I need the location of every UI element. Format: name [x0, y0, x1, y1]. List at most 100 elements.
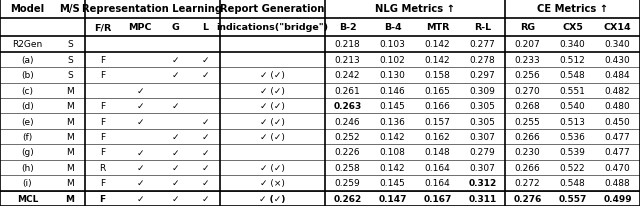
Text: 0.148: 0.148 [424, 148, 451, 157]
Text: F: F [100, 148, 105, 157]
Text: ✓: ✓ [201, 163, 209, 172]
Text: ✓ (✓): ✓ (✓) [260, 102, 285, 111]
Text: 0.470: 0.470 [605, 163, 630, 172]
Text: (c): (c) [22, 86, 33, 95]
Text: 0.233: 0.233 [515, 56, 540, 65]
Text: 0.311: 0.311 [468, 194, 497, 203]
Text: ✓: ✓ [136, 163, 144, 172]
Text: 0.242: 0.242 [335, 71, 360, 80]
Text: 0.513: 0.513 [559, 117, 586, 126]
Text: G: G [171, 23, 179, 32]
Text: F: F [100, 56, 105, 65]
Text: 0.512: 0.512 [559, 56, 586, 65]
Text: 0.450: 0.450 [605, 117, 630, 126]
Text: 0.305: 0.305 [470, 117, 495, 126]
Text: ✓: ✓ [136, 86, 144, 95]
Text: 0.157: 0.157 [424, 117, 451, 126]
Text: (i): (i) [22, 178, 32, 187]
Text: 0.164: 0.164 [424, 178, 451, 187]
Text: S: S [67, 56, 73, 65]
Text: M: M [66, 117, 74, 126]
Text: ✓: ✓ [172, 148, 179, 157]
Text: Model: Model [10, 4, 45, 14]
Text: ✓ (✓): ✓ (✓) [260, 163, 285, 172]
Text: 0.164: 0.164 [424, 163, 451, 172]
Text: ✓: ✓ [172, 56, 179, 65]
Text: 0.551: 0.551 [559, 86, 586, 95]
Text: 0.266: 0.266 [515, 163, 540, 172]
Text: 0.482: 0.482 [605, 86, 630, 95]
Text: 0.146: 0.146 [380, 86, 405, 95]
Text: 0.263: 0.263 [333, 102, 362, 111]
Text: 0.522: 0.522 [560, 163, 586, 172]
Text: (h): (h) [21, 163, 34, 172]
Text: ✓ (×): ✓ (×) [260, 178, 285, 187]
Text: 0.430: 0.430 [605, 56, 630, 65]
Text: M: M [66, 86, 74, 95]
Text: F/R: F/R [94, 23, 111, 32]
Text: F: F [100, 117, 105, 126]
Text: ✓: ✓ [172, 194, 179, 203]
Text: B-4: B-4 [384, 23, 401, 32]
Text: ✓: ✓ [201, 178, 209, 187]
Text: (d): (d) [21, 102, 34, 111]
Text: 0.142: 0.142 [380, 163, 405, 172]
Text: (b): (b) [21, 71, 34, 80]
Text: ✓: ✓ [172, 71, 179, 80]
Text: 0.230: 0.230 [515, 148, 540, 157]
Text: ✓ (✓): ✓ (✓) [260, 86, 285, 95]
Text: M: M [66, 178, 74, 187]
Text: 0.307: 0.307 [470, 163, 495, 172]
Text: ✓: ✓ [201, 148, 209, 157]
Text: (e): (e) [21, 117, 34, 126]
Text: 0.477: 0.477 [605, 148, 630, 157]
Text: 0.258: 0.258 [335, 163, 360, 172]
Text: 0.307: 0.307 [470, 132, 495, 141]
Text: F: F [100, 178, 105, 187]
Text: 0.539: 0.539 [559, 148, 586, 157]
Text: 0.312: 0.312 [468, 178, 497, 187]
Text: M/S: M/S [60, 4, 81, 14]
Text: 0.167: 0.167 [423, 194, 452, 203]
Text: 0.499: 0.499 [603, 194, 632, 203]
Text: ✓: ✓ [201, 117, 209, 126]
Text: 0.207: 0.207 [515, 40, 540, 49]
Text: (a): (a) [21, 56, 34, 65]
Text: ✓ (✓): ✓ (✓) [259, 194, 285, 203]
Text: 0.102: 0.102 [380, 56, 405, 65]
Text: CE Metrics ↑: CE Metrics ↑ [537, 4, 608, 14]
Text: 0.480: 0.480 [605, 102, 630, 111]
Text: 0.477: 0.477 [605, 132, 630, 141]
Text: 0.270: 0.270 [515, 86, 540, 95]
Text: 0.142: 0.142 [380, 132, 405, 141]
Text: M: M [66, 132, 74, 141]
Text: 0.259: 0.259 [335, 178, 360, 187]
Text: R2Gen: R2Gen [12, 40, 43, 49]
Text: S: S [67, 40, 73, 49]
Text: 0.305: 0.305 [470, 102, 495, 111]
Text: ✓: ✓ [136, 178, 144, 187]
Text: ✓: ✓ [201, 194, 209, 203]
Text: ✓ (✓): ✓ (✓) [260, 117, 285, 126]
Text: ✓ (✓): ✓ (✓) [260, 71, 285, 80]
Text: M: M [65, 194, 74, 203]
Text: 0.297: 0.297 [470, 71, 495, 80]
Text: 0.162: 0.162 [424, 132, 451, 141]
Text: M: M [66, 102, 74, 111]
Text: 0.548: 0.548 [559, 178, 586, 187]
Text: 0.108: 0.108 [380, 148, 405, 157]
Text: NLG Metrics ↑: NLG Metrics ↑ [375, 4, 455, 14]
Text: 0.268: 0.268 [515, 102, 540, 111]
Text: ✓: ✓ [201, 56, 209, 65]
Text: 0.136: 0.136 [380, 117, 405, 126]
Text: 0.158: 0.158 [424, 71, 451, 80]
Text: (f): (f) [22, 132, 33, 141]
Text: 0.256: 0.256 [515, 71, 540, 80]
Text: L: L [202, 23, 208, 32]
Text: Report Generation: Report Generation [220, 4, 324, 14]
Text: M: M [66, 148, 74, 157]
Text: 0.147: 0.147 [378, 194, 407, 203]
Text: R: R [99, 163, 106, 172]
Text: MTR: MTR [426, 23, 449, 32]
Text: RG: RG [520, 23, 535, 32]
